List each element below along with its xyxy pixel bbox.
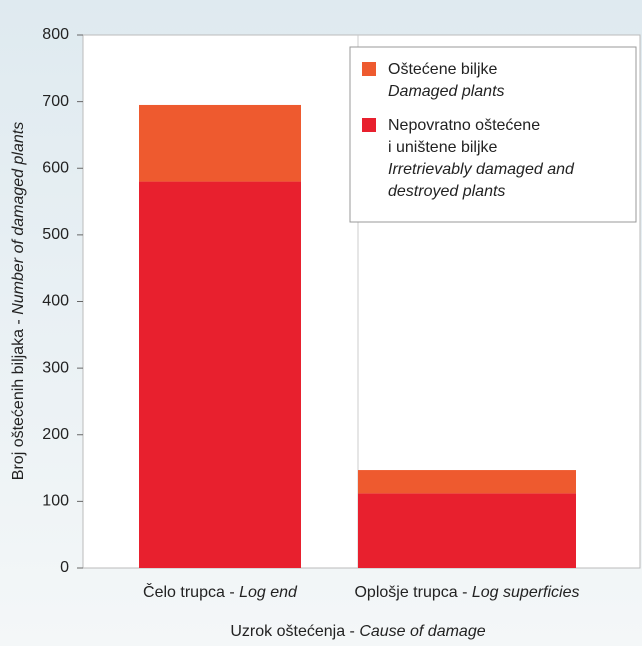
y-tick-label: 300: [42, 359, 69, 376]
bar-segment: [139, 104, 301, 182]
x-tick-label: Čelo trupca - Log end: [143, 582, 298, 601]
legend-swatch: [362, 62, 376, 76]
x-tick-label: Oplošje trupca - Log superficies: [354, 584, 579, 601]
y-tick-label: 800: [42, 26, 69, 43]
y-tick-label: 0: [60, 559, 69, 576]
y-tick-label: 700: [42, 93, 69, 110]
legend: Oštećene biljke Damaged plants Nepovratno …: [349, 46, 637, 223]
legend-label: Oštećene biljke Damaged plants: [388, 61, 505, 100]
y-tick-label: 100: [42, 493, 69, 510]
bar-segment: [358, 470, 576, 494]
y-tick-label: 200: [42, 426, 69, 443]
legend-swatch: [362, 118, 376, 132]
y-tick-label: 600: [42, 159, 69, 176]
bar-segment: [358, 493, 576, 568]
y-tick-label: 500: [42, 226, 69, 243]
y-tick-label: 400: [42, 293, 69, 310]
bar-segment: [139, 181, 301, 568]
legend-box: [349, 46, 637, 223]
x-axis-label: Uzrok oštećenja - Cause of damage: [230, 623, 485, 640]
y-axis-label: Broj oštećenih biljaka - Number of damag…: [10, 122, 27, 480]
legend-label: Nepovratno oštećene i uništene biljke Irre…: [388, 117, 575, 200]
